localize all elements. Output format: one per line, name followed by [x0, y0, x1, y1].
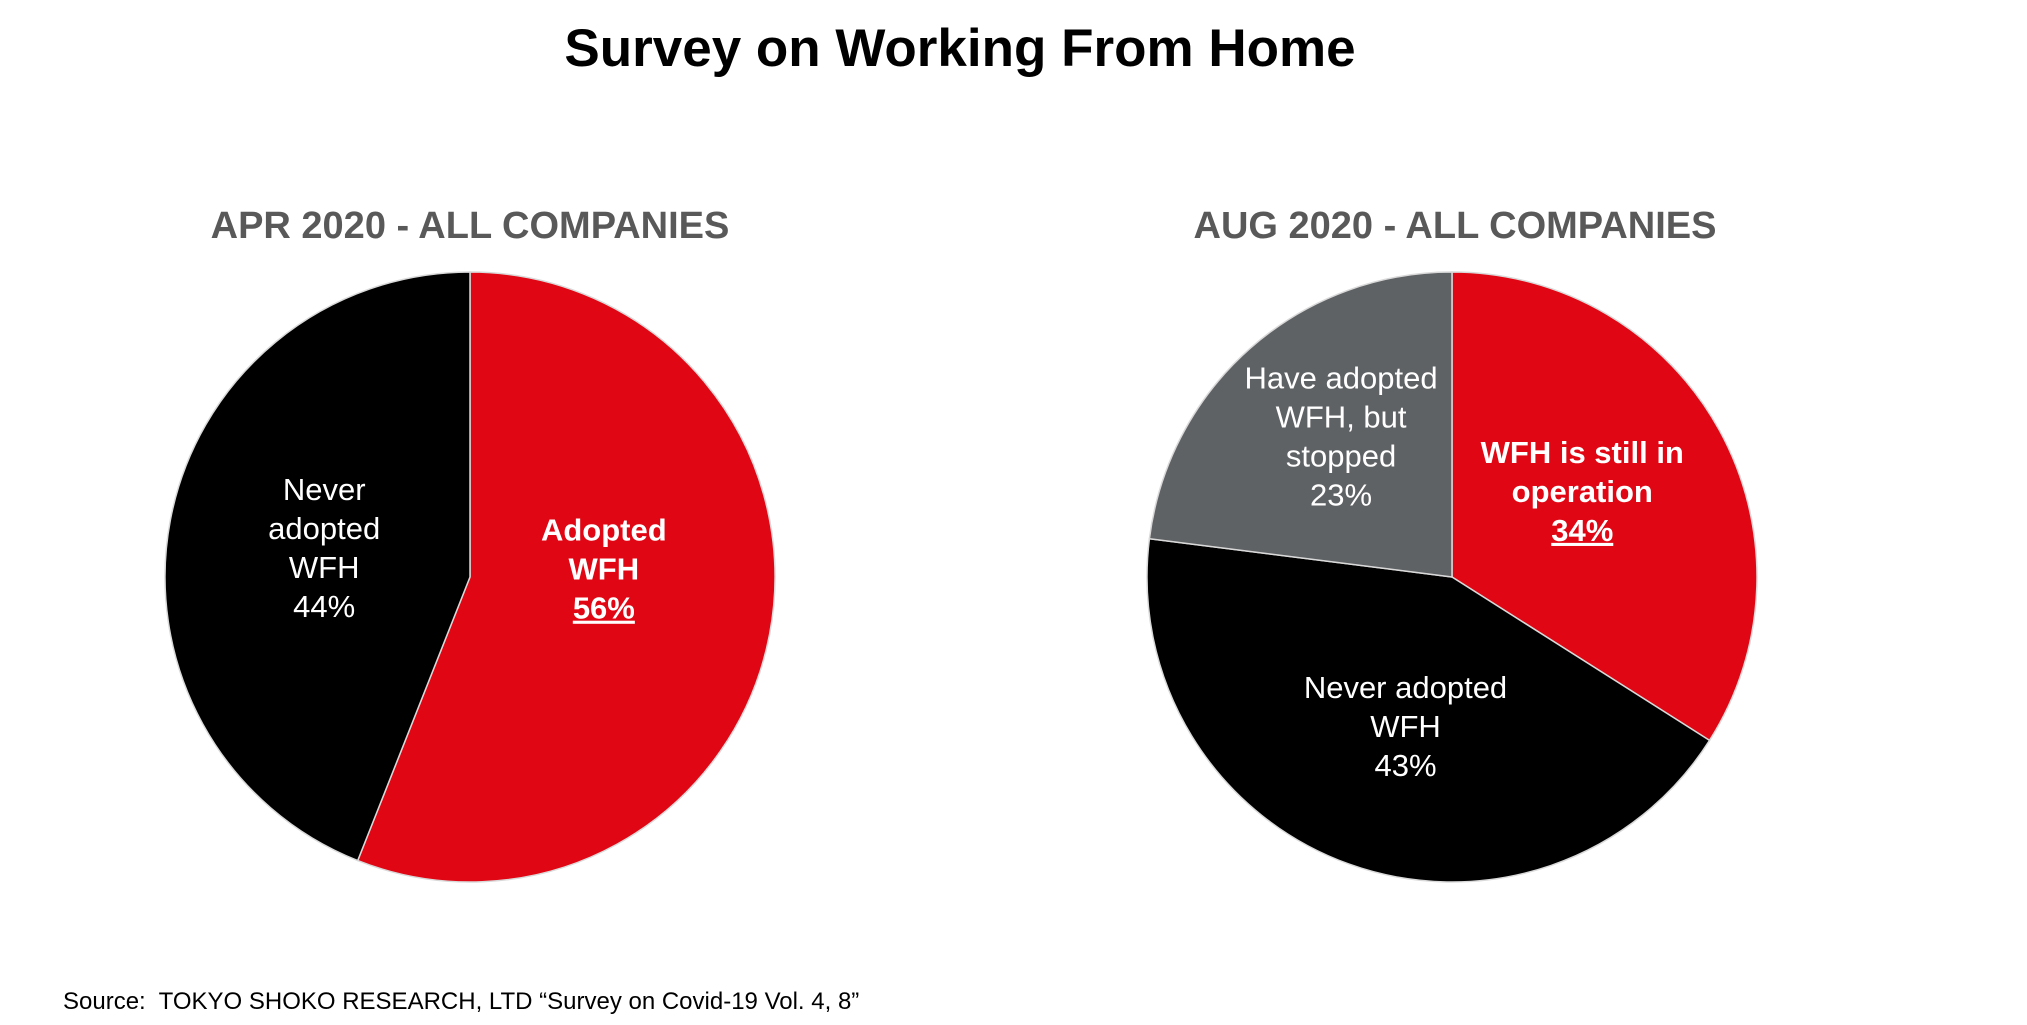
slice-label: WFH is still in operation 34%	[1481, 435, 1684, 548]
slice-label-line: stopped	[1286, 439, 1396, 474]
slice-label: Never adopted WFH 44%	[268, 472, 380, 624]
slice-value-label: 44%	[293, 589, 355, 624]
slice-label-line: WFH	[1370, 709, 1441, 744]
slice-label-line: adopted	[268, 511, 380, 546]
pie-slice-adopted-wfh	[356, 271, 776, 883]
chart-title: Survey on Working From Home	[564, 19, 1356, 78]
slice-label-line: Never adopted	[1304, 670, 1507, 705]
slice-label-line: Adopted	[541, 513, 667, 548]
slice-label: Have adopted WFH, but stopped 23%	[1245, 361, 1438, 513]
slice-value-label: 23%	[1310, 478, 1372, 513]
slice-label-line: WFH	[289, 550, 360, 585]
slice-label-line: operation	[1512, 474, 1653, 509]
pie-slice-wfh-is-still-in-operation	[1451, 271, 1758, 742]
slice-value-label: 43%	[1374, 748, 1436, 783]
pie-chart-apr-2020: APR 2020 - ALL COMPANIES Adopted WFH 56% Ne…	[164, 205, 776, 883]
slice-value-label: 56%	[573, 591, 635, 626]
pie-slice-have-adopted-wfh-but-stopped	[1148, 271, 1453, 578]
slice-label-line: WFH, but	[1276, 400, 1407, 435]
pie-chart-aug-2020: AUG 2020 - ALL COMPANIES WFH is still in…	[1146, 205, 1758, 883]
pie-slice-never-adopted-wfh	[1146, 537, 1711, 883]
slice-label-line: Have adopted	[1245, 361, 1438, 396]
slice-label: Never adopted WFH 43%	[1304, 670, 1507, 783]
slice-label-line: WFH is still in	[1481, 435, 1684, 470]
pie-title-apr-2020: APR 2020 - ALL COMPANIES	[211, 205, 730, 247]
slice-label: Adopted WFH 56%	[541, 513, 667, 626]
source-note: Source: TOKYO SHOKO RESEARCH, LTD “Surve…	[63, 988, 860, 1015]
pie-title-aug-2020: AUG 2020 - ALL COMPANIES	[1194, 205, 1717, 247]
pie-slice-never-adopted-wfh	[164, 271, 471, 862]
slice-value-label: 34%	[1551, 513, 1613, 548]
slice-label-line: WFH	[569, 552, 640, 587]
slice-label-line: Never	[283, 472, 366, 507]
